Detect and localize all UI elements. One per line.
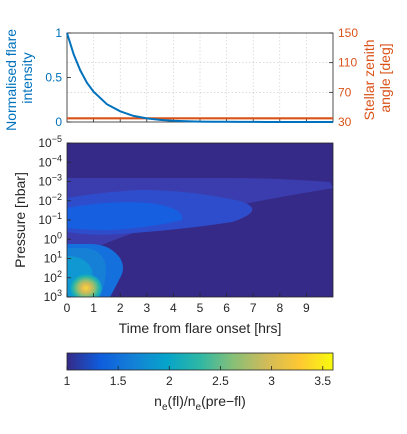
- colorbar-label: ne(fl)/ne(pre−fl): [154, 393, 246, 413]
- heatmap-x-tick-label: 5: [197, 301, 204, 315]
- heatmap-y-tick-label: 103: [44, 288, 62, 304]
- colorbar-gradient: [66, 352, 334, 371]
- heatmap-ylabel: Pressure [nbar]: [12, 172, 28, 268]
- heatmap-x-tick-label: 4: [170, 301, 177, 315]
- heatmap-xlabel: Time from flare onset [hrs]: [119, 320, 282, 336]
- heatmap-x-tick-label: 9: [303, 301, 310, 315]
- colorbar-tick-label: 2.5: [212, 374, 229, 388]
- heatmap-x-tick-label: 6: [223, 301, 230, 315]
- heatmap-y-tick-label: 10−5: [38, 134, 62, 150]
- heatmap-x-tick-label: 7: [250, 301, 257, 315]
- heatmap-y-tick-label: 10−4: [38, 153, 62, 169]
- intensity-plot-area: [67, 33, 333, 122]
- zenith-tick-label: 30: [338, 115, 352, 129]
- contour-peak: [70, 274, 102, 297]
- zenith-tick-label: 110: [338, 56, 357, 70]
- colorbar-tick-label: 2: [166, 374, 173, 388]
- intensity-tick-label: 0: [55, 115, 62, 129]
- colorbar-tick-label: 3.5: [314, 374, 331, 388]
- colorbar-ticks: 1 1.5 2 2.5 3 3.5: [64, 366, 331, 388]
- intensity-tick-label: 0.5: [45, 71, 62, 85]
- colorbar-tick-label: 1: [64, 374, 71, 388]
- colorbar-tick-label: 1.5: [110, 374, 127, 388]
- heatmap-y-tick-label: 10−3: [38, 173, 62, 189]
- intensity-tick-label: 1: [55, 26, 62, 40]
- heatmap-y-tick-label: 10−2: [38, 192, 62, 208]
- colorbar: 1 1.5 2 2.5 3 3.5 ne(fl)/ne(pre−fl): [64, 352, 334, 413]
- heatmap-field: [67, 143, 333, 297]
- heatmap-x-tick-label: 2: [117, 301, 124, 315]
- heatmap-y-tick-label: 100: [44, 230, 62, 246]
- intensity-ylabel: Normalised flare intensity: [3, 25, 35, 131]
- heatmap-y-tick-label: 102: [44, 269, 62, 285]
- heatmap-y-tick-label: 101: [44, 250, 62, 266]
- heatmap-x-tick-label: 0: [64, 301, 71, 315]
- zenith-tick-label: 150: [338, 26, 358, 40]
- colorbar-tick-label: 3: [268, 374, 275, 388]
- heatmap-x-tick-label: 8: [276, 301, 283, 315]
- zenith-right-ticks: 30 70 110 150: [329, 26, 358, 129]
- heatmap-y-ticks: 10−5 10−4 10−3 10−2 10−1 100 101 102 103: [38, 134, 71, 304]
- heatmap-x-ticks: 0 1 2 3 4 5 6 7 8 9: [64, 293, 310, 315]
- heatmap-y-tick-label: 10−1: [38, 211, 62, 227]
- series-flare-intensity-line: [66, 32, 333, 123]
- heatmap-x-tick-label: 3: [143, 301, 150, 315]
- zenith-ylabel: Stellar zenith angle [deg]: [361, 36, 393, 121]
- heatmap-x-tick-label: 1: [90, 301, 97, 315]
- intensity-left-ticks: 00.51: [45, 26, 307, 129]
- heatmap-panel: 0 1 2 3 4 5 6 7 8 9 10−5 10−4 10−3 10−2 10−1 100 101 102…: [12, 134, 334, 336]
- contour-level-3: [67, 202, 183, 230]
- zenith-tick-label: 70: [338, 85, 352, 99]
